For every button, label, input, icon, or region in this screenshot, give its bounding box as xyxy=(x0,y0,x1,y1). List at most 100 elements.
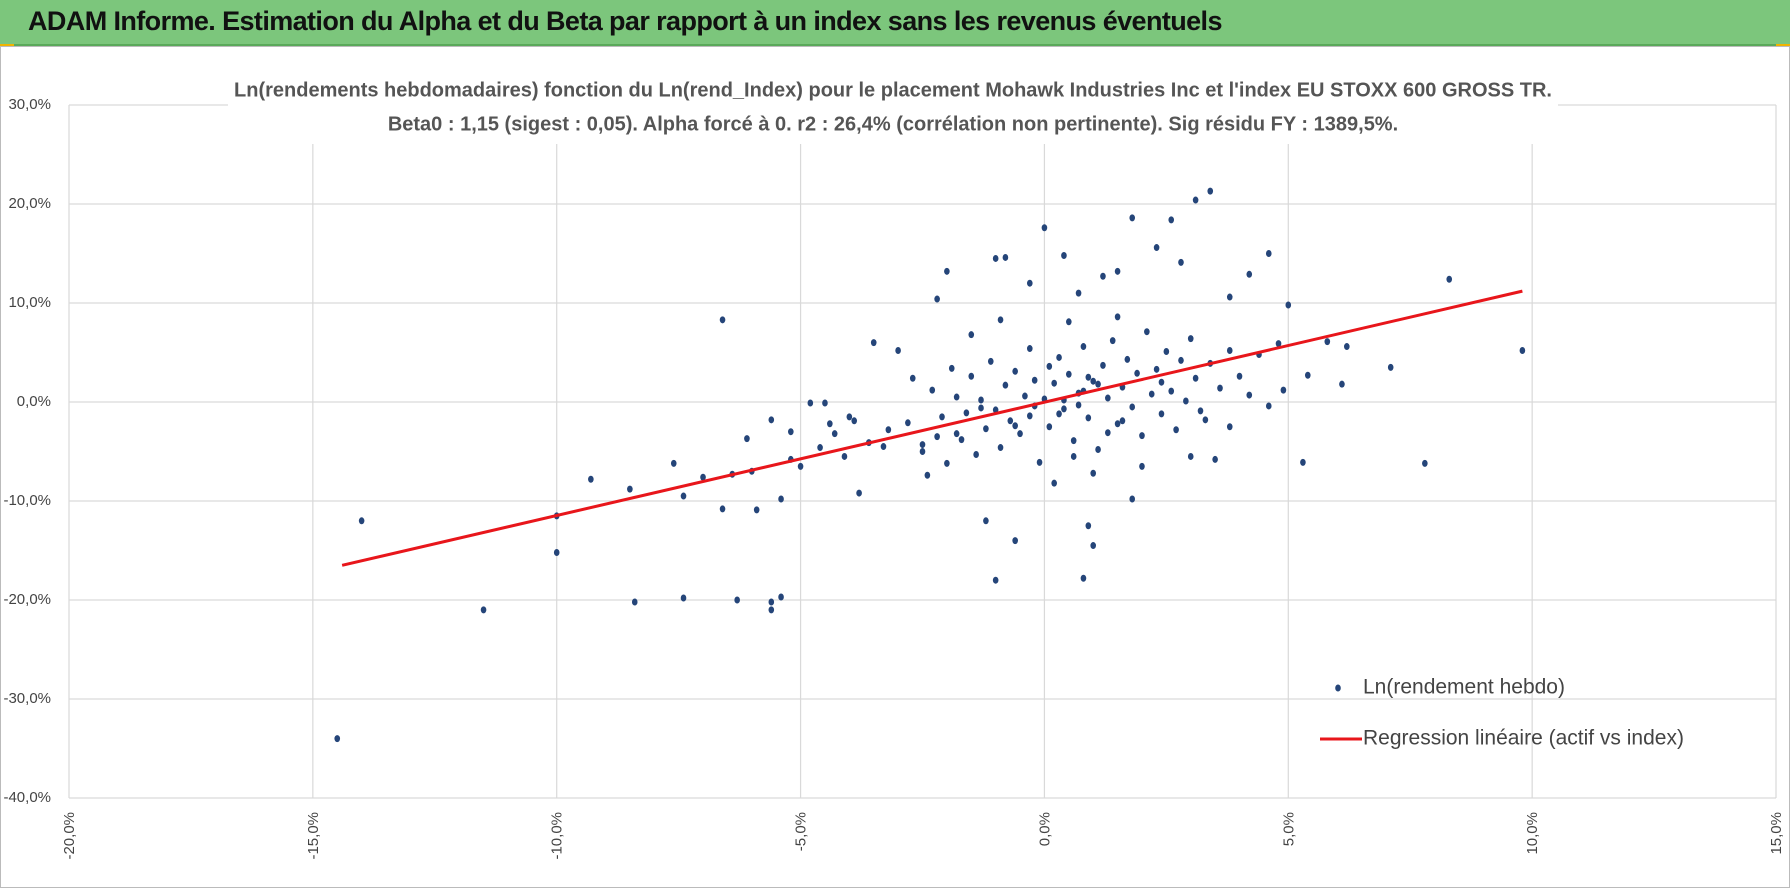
data-point xyxy=(1105,429,1111,437)
data-point xyxy=(992,576,999,584)
data-point xyxy=(1012,422,1018,430)
data-point xyxy=(1158,410,1165,418)
data-point xyxy=(997,444,1004,452)
data-point xyxy=(1168,387,1175,395)
header-banner: ADAM Informe. Estimation du Alpha et du … xyxy=(0,0,1790,46)
header-title: ADAM Informe. Estimation du Alpha et du … xyxy=(28,6,1222,36)
data-point xyxy=(680,492,687,500)
data-point xyxy=(978,396,984,404)
x-tick-label: 0,0% xyxy=(1036,812,1053,846)
data-point xyxy=(807,399,814,407)
data-point xyxy=(627,485,633,493)
data-point xyxy=(1304,371,1311,379)
data-point xyxy=(963,409,970,417)
data-point xyxy=(924,471,931,479)
data-point xyxy=(1275,340,1282,348)
data-point xyxy=(1026,345,1033,353)
data-point xyxy=(1114,313,1121,321)
data-point xyxy=(1105,394,1111,402)
data-point xyxy=(1080,574,1087,582)
y-tick-label: -10,0% xyxy=(3,492,51,509)
data-point xyxy=(1090,542,1096,550)
data-point xyxy=(841,452,848,460)
data-point xyxy=(1075,401,1082,409)
data-point xyxy=(1187,335,1194,343)
data-point xyxy=(827,420,833,428)
data-point xyxy=(968,331,975,339)
data-point xyxy=(1178,356,1184,364)
data-point xyxy=(831,430,838,438)
data-point xyxy=(744,435,750,443)
data-point xyxy=(983,425,989,433)
data-point xyxy=(1012,537,1018,545)
data-point xyxy=(939,413,945,421)
data-point xyxy=(1207,187,1214,195)
data-point xyxy=(846,413,853,421)
data-point xyxy=(1163,348,1170,356)
data-point xyxy=(978,404,984,412)
data-point xyxy=(856,489,862,497)
data-point xyxy=(1183,397,1189,405)
legend-label: Ln(rendement hebdo) xyxy=(1363,676,1565,699)
y-tick-label: 0,0% xyxy=(17,393,51,410)
data-point xyxy=(822,399,828,407)
data-point xyxy=(1246,391,1253,399)
data-point xyxy=(778,495,784,503)
data-point xyxy=(987,357,994,365)
y-tick-label: -20,0% xyxy=(3,591,51,608)
data-point xyxy=(929,386,936,394)
data-point xyxy=(1041,224,1048,232)
data-point xyxy=(953,393,960,401)
data-point xyxy=(1226,423,1233,431)
chart-title: Ln(rendements hebdomadaires) fonction du… xyxy=(234,79,1552,101)
data-point xyxy=(719,316,726,324)
data-point xyxy=(1085,522,1092,530)
data-point xyxy=(968,372,975,380)
legend: Ln(rendement hebdo) Regression linéaire (… xyxy=(1320,676,1684,750)
data-point xyxy=(719,505,726,513)
data-point xyxy=(1139,432,1145,440)
data-point xyxy=(1070,437,1077,445)
data-point xyxy=(870,339,877,347)
data-point xyxy=(680,594,687,602)
data-point xyxy=(1148,390,1155,398)
grid xyxy=(68,104,1777,799)
data-point xyxy=(919,441,926,449)
data-point xyxy=(768,416,775,424)
data-point xyxy=(1192,196,1199,204)
data-point xyxy=(934,433,940,441)
data-point xyxy=(1114,267,1121,275)
data-point xyxy=(788,428,794,436)
data-point xyxy=(480,606,487,614)
data-point xyxy=(1061,405,1067,413)
legend-label: Regression linéaire (actif vs index) xyxy=(1363,727,1684,750)
data-point xyxy=(1202,416,1209,424)
data-point xyxy=(1129,403,1136,411)
x-tick-label: -15,0% xyxy=(305,812,322,860)
data-point xyxy=(1158,378,1165,386)
data-point xyxy=(1109,337,1116,345)
data-point xyxy=(992,254,999,262)
x-tick-label: 10,0% xyxy=(1524,812,1541,855)
data-point xyxy=(1124,355,1131,363)
chart-frame xyxy=(0,46,1790,888)
data-point xyxy=(1026,412,1033,420)
data-point xyxy=(1100,272,1106,280)
data-point xyxy=(953,430,960,438)
data-point xyxy=(885,426,892,434)
y-tick-label: 10,0% xyxy=(8,294,51,311)
data-point xyxy=(768,598,775,606)
x-tick-label: -5,0% xyxy=(793,812,810,851)
data-point xyxy=(1285,301,1292,309)
data-point xyxy=(1095,446,1101,454)
data-point xyxy=(1012,367,1018,375)
data-point xyxy=(1246,270,1253,278)
x-tick-label: -20,0% xyxy=(61,812,78,860)
data-point xyxy=(1031,376,1038,384)
data-point xyxy=(934,295,940,303)
data-point xyxy=(817,444,823,452)
data-point xyxy=(1422,459,1428,467)
data-point xyxy=(1324,338,1331,346)
data-point xyxy=(631,598,638,606)
data-point xyxy=(973,450,979,458)
